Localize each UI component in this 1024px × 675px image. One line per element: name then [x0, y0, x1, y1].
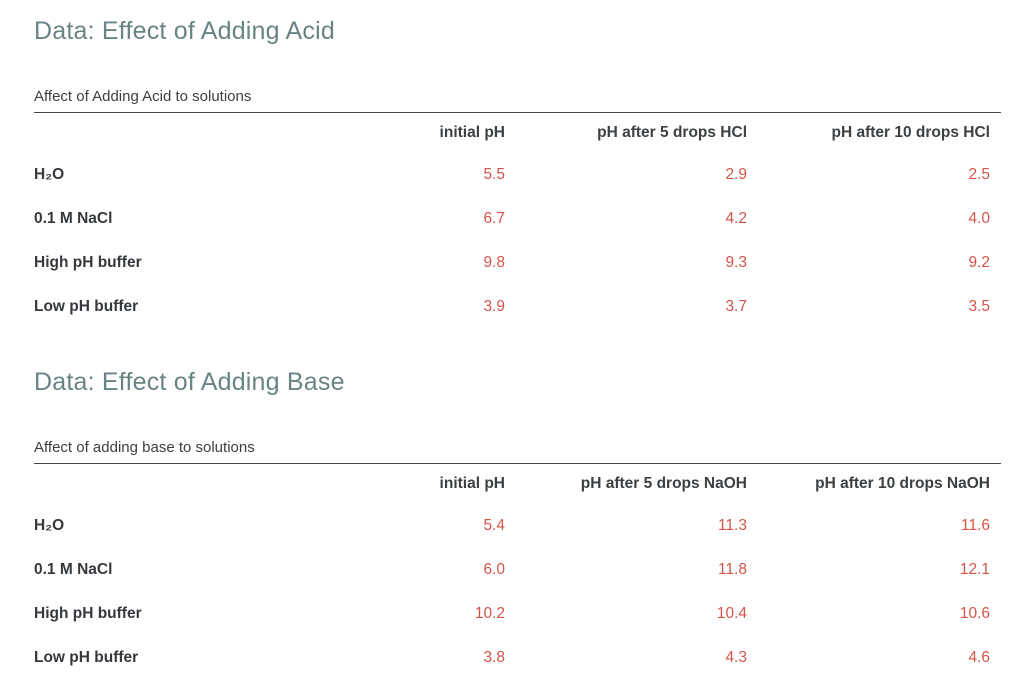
section-title-acid: Data: Effect of Adding Acid	[34, 17, 335, 45]
column-header-solution	[34, 113, 214, 153]
column-header-5-drops-hcl: pH after 5 drops HCl	[597, 124, 747, 141]
ph-value: 11.3	[717, 517, 747, 534]
ph-value: 3.9	[483, 298, 505, 315]
ph-value: 2.5	[968, 166, 990, 183]
section-adding-acid: Data: Effect of Adding Acid Affect of Ad…	[34, 16, 1001, 329]
ph-value: 6.7	[483, 210, 505, 227]
row-label: 0.1 M NaCl	[34, 210, 113, 227]
ph-value: 4.2	[725, 210, 747, 227]
ph-value: 12.1	[959, 561, 990, 578]
column-header-5-drops-naoh: pH after 5 drops NaOH	[580, 475, 747, 492]
ph-value: 10.2	[474, 605, 505, 622]
ph-value: 11.6	[960, 517, 990, 534]
ph-value: 3.7	[725, 298, 747, 315]
table-row: Low pH buffer 3.8 4.3 4.6	[34, 636, 990, 675]
row-label: H₂O	[34, 166, 65, 183]
column-header-initial-ph: initial pH	[439, 124, 505, 141]
ph-value: 4.3	[725, 649, 747, 666]
column-header-10-drops-naoh: pH after 10 drops NaOH	[815, 475, 990, 492]
ph-value: 3.8	[483, 649, 505, 666]
row-label: Low pH buffer	[34, 298, 139, 315]
base-table: initial pH pH after 5 drops NaOH pH afte…	[34, 464, 990, 675]
ph-value: 4.6	[968, 649, 990, 666]
row-label: High pH buffer	[34, 605, 142, 622]
ph-value: 5.4	[483, 517, 505, 534]
row-label: Low pH buffer	[34, 649, 139, 666]
ph-value: 11.8	[717, 561, 747, 578]
section-title-base: Data: Effect of Adding Base	[34, 368, 345, 396]
row-label: High pH buffer	[34, 254, 142, 271]
ph-value: 9.8	[483, 254, 505, 271]
section-adding-base: Data: Effect of Adding Base Affect of ad…	[34, 367, 1001, 675]
table-row: 0.1 M NaCl 6.7 4.2 4.0	[34, 197, 990, 241]
ph-value: 4.0	[968, 210, 990, 227]
ph-value: 5.5	[483, 166, 505, 183]
ph-value: 10.6	[959, 605, 990, 622]
column-header-solution	[34, 464, 214, 504]
acid-header-row: initial pH pH after 5 drops HCl pH after…	[34, 113, 990, 153]
table-row: Low pH buffer 3.9 3.7 3.5	[34, 285, 990, 329]
table-row: 0.1 M NaCl 6.0 11.8 12.1	[34, 548, 990, 592]
table-row: High pH buffer 10.2 10.4 10.6	[34, 592, 990, 636]
acid-table: initial pH pH after 5 drops HCl pH after…	[34, 113, 990, 329]
table-row: H₂O 5.5 2.9 2.5	[34, 153, 990, 197]
column-header-initial-ph: initial pH	[439, 475, 505, 492]
row-label: H₂O	[34, 517, 65, 534]
acid-table-caption: Affect of Adding Acid to solutions	[34, 88, 1001, 113]
ph-value: 9.2	[968, 254, 990, 271]
table-row: H₂O 5.4 11.3 11.6	[34, 504, 990, 548]
base-table-caption: Affect of adding base to solutions	[34, 439, 1001, 464]
row-label: 0.1 M NaCl	[34, 561, 113, 578]
ph-value: 10.4	[716, 605, 747, 622]
ph-value: 9.3	[725, 254, 747, 271]
table-row: High pH buffer 9.8 9.3 9.2	[34, 241, 990, 285]
base-header-row: initial pH pH after 5 drops NaOH pH afte…	[34, 464, 990, 504]
ph-value: 3.5	[968, 298, 990, 315]
column-header-10-drops-hcl: pH after 10 drops HCl	[831, 124, 990, 141]
ph-value: 2.9	[725, 166, 747, 183]
ph-value: 6.0	[483, 561, 505, 578]
